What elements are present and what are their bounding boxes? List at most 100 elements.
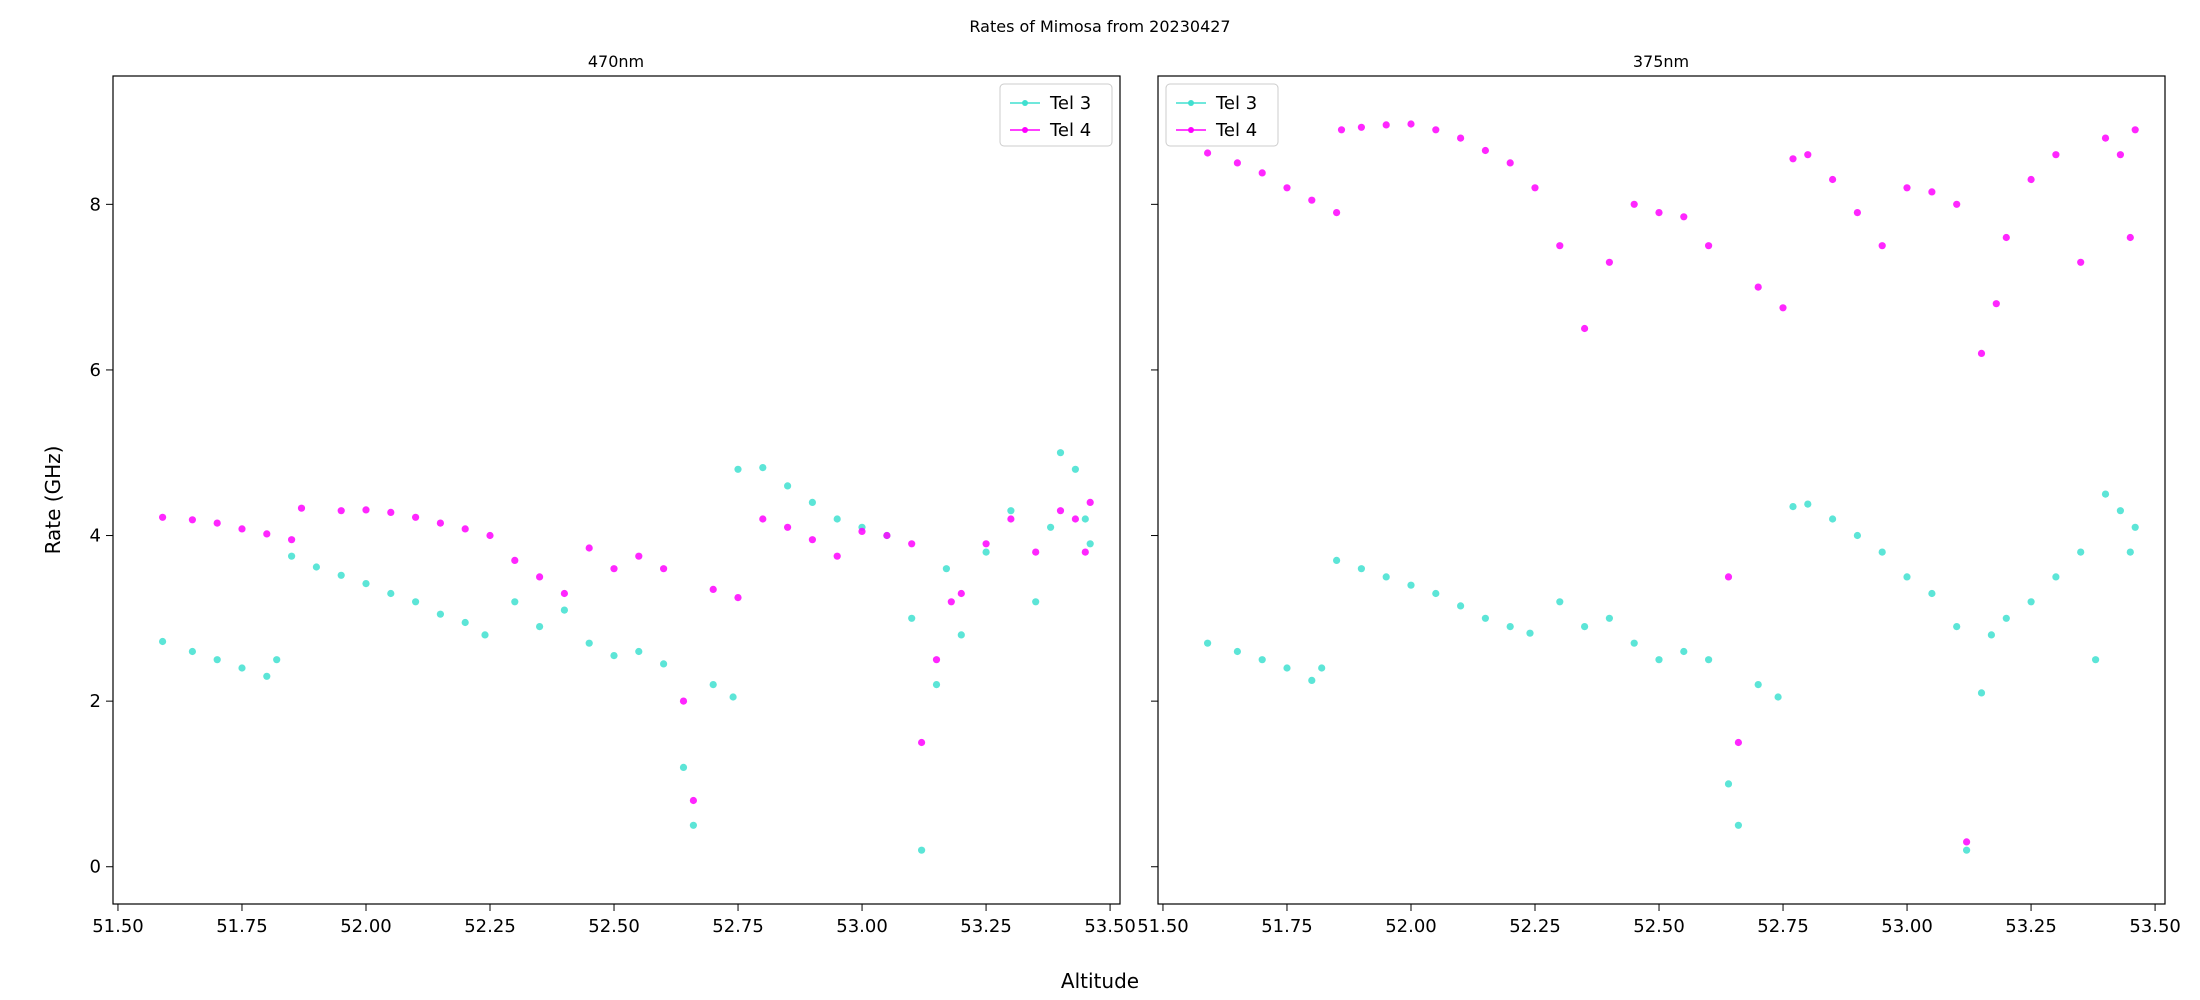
data-point bbox=[1007, 507, 1015, 515]
data-point bbox=[263, 672, 271, 680]
data-point bbox=[734, 465, 742, 473]
data-point bbox=[213, 656, 221, 664]
data-point bbox=[412, 513, 420, 521]
data-point bbox=[1258, 169, 1266, 177]
plot-area-470nm bbox=[112, 75, 1121, 905]
data-point bbox=[1804, 500, 1812, 508]
data-point bbox=[709, 681, 717, 689]
legend-470nm: Tel 3 Tel 4 bbox=[999, 83, 1113, 147]
x-tick-label: 52.50 bbox=[588, 916, 640, 937]
data-point bbox=[1928, 188, 1936, 196]
data-point bbox=[1992, 300, 2000, 308]
data-point bbox=[159, 637, 167, 646]
data-point bbox=[1233, 159, 1241, 167]
x-axis-label: Altitude bbox=[1061, 969, 1139, 993]
data-point bbox=[1032, 598, 1040, 606]
data-point bbox=[610, 652, 618, 660]
data-point bbox=[1680, 647, 1688, 656]
data-point bbox=[1789, 155, 1797, 163]
data-point bbox=[1655, 656, 1663, 664]
data-point bbox=[412, 598, 420, 606]
x-tick-label: 51.50 bbox=[1137, 916, 1189, 937]
data-point bbox=[1581, 623, 1589, 631]
data-point bbox=[932, 681, 941, 689]
data-point bbox=[1481, 614, 1489, 622]
data-point bbox=[2002, 614, 2010, 622]
data-point bbox=[1407, 581, 1415, 589]
data-point bbox=[1605, 614, 1613, 622]
data-point bbox=[1963, 838, 1971, 846]
data-point bbox=[337, 571, 345, 579]
data-point bbox=[1724, 780, 1733, 788]
data-point bbox=[1754, 283, 1762, 291]
data-point bbox=[942, 565, 951, 573]
data-point bbox=[1878, 242, 1886, 250]
y-tick-label: 2 bbox=[90, 691, 101, 712]
data-point bbox=[188, 647, 196, 656]
data-point bbox=[660, 565, 668, 573]
y-tick-label: 0 bbox=[90, 857, 101, 878]
data-point bbox=[734, 594, 742, 602]
data-point bbox=[2002, 233, 2010, 242]
ticks-470nm: 51.50 51.75 52.00 52.25 52.50 52.75 53.00 53.25… bbox=[90, 194, 1136, 937]
data-point bbox=[947, 598, 955, 606]
figure-title: Rates of Mimosa from 20230427 bbox=[969, 17, 1230, 36]
x-tick-label: 53.50 bbox=[1084, 916, 1136, 937]
data-point bbox=[1086, 540, 1094, 548]
data-point bbox=[263, 530, 271, 538]
data-point bbox=[635, 647, 643, 656]
data-point bbox=[1204, 149, 1212, 157]
data-point bbox=[784, 482, 792, 490]
data-point bbox=[709, 585, 717, 594]
x-tick-label: 53.25 bbox=[960, 916, 1012, 937]
data-point bbox=[1804, 151, 1812, 159]
data-point bbox=[337, 507, 345, 515]
data-point bbox=[1081, 515, 1089, 523]
data-point bbox=[585, 639, 593, 647]
data-point bbox=[2131, 523, 2139, 531]
y-tick-label: 8 bbox=[90, 194, 101, 215]
ticks-375nm: 51.50 51.75 52.00 52.25 52.50 52.75 53.00 53.25… bbox=[1137, 203, 2181, 937]
legend-marker bbox=[1188, 100, 1194, 106]
data-point bbox=[1630, 200, 1638, 208]
data-point bbox=[238, 664, 246, 672]
data-point bbox=[918, 846, 926, 854]
data-point bbox=[1233, 647, 1241, 656]
data-point bbox=[1853, 531, 1861, 540]
data-point bbox=[1308, 196, 1316, 204]
x-tick-label: 52.25 bbox=[1509, 916, 1561, 937]
data-point bbox=[560, 606, 569, 614]
data-point bbox=[1963, 846, 1971, 854]
y-axis-label: Rate (GHz) bbox=[41, 446, 65, 555]
marks-375nm bbox=[1204, 120, 2139, 854]
data-point bbox=[2101, 134, 2110, 142]
data-point bbox=[1853, 209, 1861, 217]
data-point bbox=[511, 556, 519, 565]
data-point bbox=[2027, 175, 2035, 184]
data-point bbox=[1204, 639, 1212, 647]
data-point bbox=[883, 531, 891, 540]
data-point bbox=[982, 548, 990, 556]
data-point bbox=[2126, 233, 2134, 242]
x-tick-label: 53.50 bbox=[2129, 916, 2181, 937]
y-tick-label: 6 bbox=[90, 360, 101, 381]
data-point bbox=[1382, 121, 1390, 129]
data-point bbox=[1337, 126, 1346, 134]
data-point bbox=[1987, 631, 1995, 639]
data-point bbox=[1754, 681, 1762, 689]
data-point bbox=[1071, 515, 1079, 523]
data-point bbox=[1556, 242, 1564, 250]
data-point bbox=[159, 513, 167, 521]
data-point bbox=[1086, 498, 1094, 506]
plot-375nm: 375nm 51.50 51.75 52.00 52.25 52.50 52.75 53.0… bbox=[1137, 52, 2181, 937]
data-point bbox=[486, 531, 494, 540]
legend-375nm: Tel 3 Tel 4 bbox=[1165, 83, 1279, 147]
data-point bbox=[1333, 556, 1341, 565]
data-point bbox=[585, 544, 593, 552]
legend-label: Tel 3 bbox=[1215, 93, 1257, 114]
data-point bbox=[1829, 175, 1837, 184]
data-point bbox=[908, 540, 916, 548]
data-point bbox=[679, 763, 688, 772]
data-point bbox=[1680, 213, 1688, 221]
data-point bbox=[536, 623, 544, 631]
